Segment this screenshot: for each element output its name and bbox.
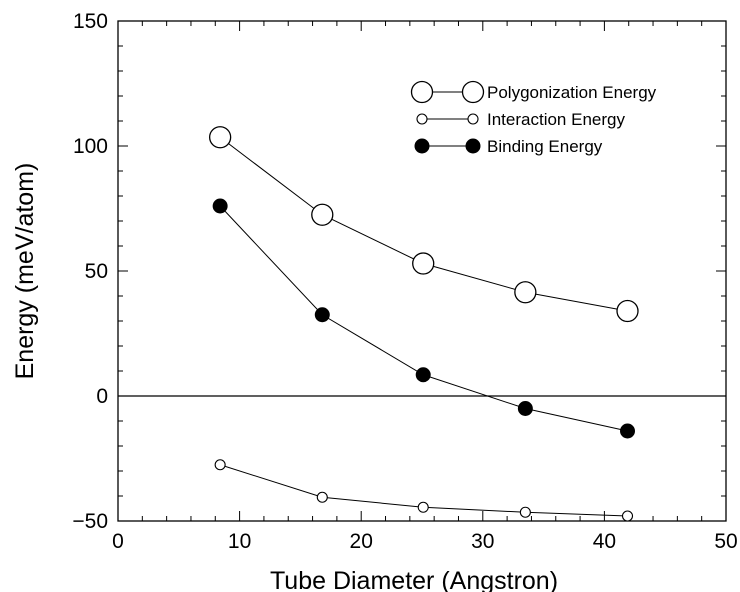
series-0-point <box>412 252 435 275</box>
y-tick-label: 100 <box>73 135 108 158</box>
series-points <box>208 126 639 522</box>
y-axis-title: Energy (meV/atom) <box>11 163 39 380</box>
series-2-point <box>517 401 533 416</box>
legend-marker <box>414 138 430 154</box>
series-0-point <box>514 281 537 304</box>
series-0-point <box>208 126 232 149</box>
legend-label: Polygonization Energy <box>487 83 657 102</box>
x-tick-label: 20 <box>350 530 373 553</box>
x-tick-label: 50 <box>714 530 737 553</box>
series-line-2 <box>219 205 628 432</box>
x-tick-label: 40 <box>593 530 616 553</box>
series-1-point <box>417 501 429 513</box>
legend-label: Binding Energy <box>487 137 603 156</box>
axis-ticks <box>117 20 727 522</box>
legend-marker <box>410 80 434 104</box>
legend-label: Interaction Energy <box>487 110 625 129</box>
x-axis-title: Tube Diameter (Angstron) <box>270 567 558 592</box>
y-tick-label: 0 <box>96 385 108 408</box>
series-lines <box>219 136 628 517</box>
series-2-point <box>415 367 431 383</box>
y-tick-label: −50 <box>72 510 108 533</box>
x-tick-label: 10 <box>228 530 251 553</box>
y-tick-label: 50 <box>85 260 108 283</box>
x-tick-label: 30 <box>471 530 494 553</box>
series-0-point <box>616 299 639 323</box>
y-tick-label: 150 <box>73 10 108 33</box>
legend-marker <box>467 113 479 125</box>
series-1-point <box>214 459 226 471</box>
series-1-point <box>621 510 634 522</box>
series-2-point <box>314 307 330 323</box>
series-0-point <box>311 203 334 226</box>
series-2-point <box>620 423 636 439</box>
legend: Polygonization Energy Interaction Energy B… <box>410 80 657 156</box>
legend-marker <box>416 113 428 125</box>
series-line-0 <box>219 136 628 312</box>
series-2-point <box>212 198 228 214</box>
series-1-point <box>316 491 328 503</box>
legend-marker <box>461 80 485 104</box>
legend-marker <box>465 138 481 154</box>
series-1-point <box>519 506 531 518</box>
x-tick-label: 0 <box>112 530 124 553</box>
